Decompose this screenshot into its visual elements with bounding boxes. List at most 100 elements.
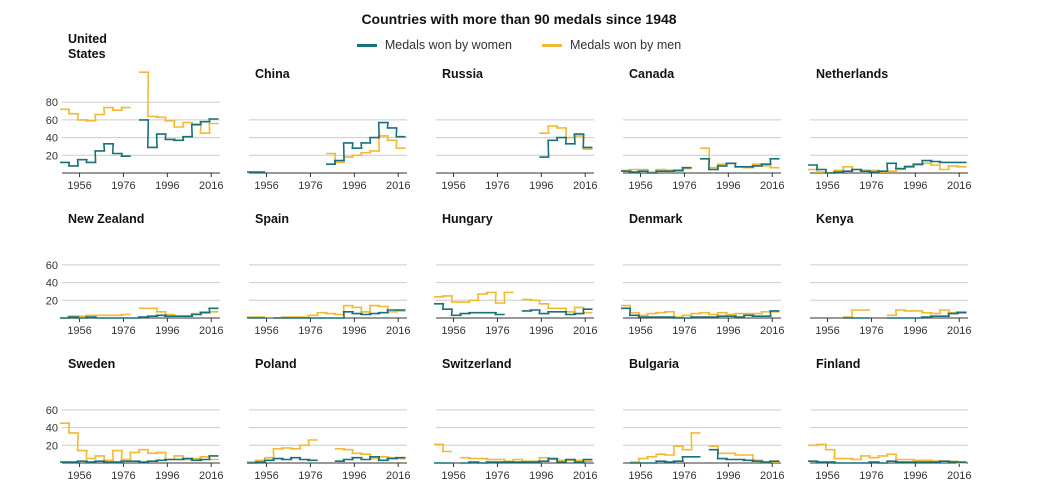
series-line-women <box>60 455 219 463</box>
chart-title: Countries with more than 90 medals since… <box>361 11 677 27</box>
series-line-men <box>621 304 780 318</box>
x-tick-label: 2016 <box>760 470 784 482</box>
x-tick-label: 2016 <box>947 470 971 482</box>
x-tick-label: 1996 <box>716 180 740 192</box>
x-tick-label: 1956 <box>254 325 278 337</box>
legend-swatch-men <box>541 43 562 47</box>
series-line-women <box>247 309 406 319</box>
panel-united-states: 20 40 60 80 1956 1976 1996 2016 United States <box>46 32 224 192</box>
x-tick-label: 2016 <box>760 180 784 192</box>
panel-title: Switzerland <box>442 357 511 371</box>
x-tick-label: 1996 <box>529 325 553 337</box>
x-tick-label: 2016 <box>947 180 971 192</box>
series-line-men <box>60 71 219 134</box>
panel-canada: 1956 1976 1996 2016 Canada <box>621 67 784 192</box>
y-tick-label: 20 <box>46 440 58 452</box>
x-tick-label: 1956 <box>67 325 91 337</box>
panel-title: Finland <box>816 357 860 371</box>
panel-sweden: 20 40 60 1956 1976 1996 2016 Sweden <box>46 357 224 482</box>
panel-title-line: United <box>68 32 107 46</box>
panel-title-line: Denmark <box>629 212 683 226</box>
panel-finland: 1956 1976 1996 2016 Finland <box>808 357 971 482</box>
x-tick-label: 1976 <box>859 180 883 192</box>
panel-title: Denmark <box>629 212 683 226</box>
x-tick-label: 2016 <box>573 180 597 192</box>
panel-title-line: Finland <box>816 357 860 371</box>
panel-china: 1956 1976 1996 2016 China <box>247 67 410 192</box>
panel-poland: 1956 1976 1996 2016 Poland <box>247 357 410 482</box>
x-tick-label: 1976 <box>485 470 509 482</box>
x-tick-label: 1956 <box>815 470 839 482</box>
x-tick-label: 1956 <box>441 470 465 482</box>
x-tick-label: 1956 <box>67 180 91 192</box>
y-tick-label: 40 <box>46 133 58 145</box>
panel-spain: 1956 1976 1996 2016 Spain <box>247 212 410 337</box>
panel-title-line: Netherlands <box>816 67 888 81</box>
x-tick-label: 1976 <box>672 180 696 192</box>
panel-kenya: 1956 1976 1996 2016 Kenya <box>810 212 971 337</box>
panel-title: Hungary <box>442 212 493 226</box>
x-tick-label: 2016 <box>573 470 597 482</box>
x-tick-label: 2016 <box>386 470 410 482</box>
x-tick-label: 1996 <box>529 470 553 482</box>
series-line-women <box>247 121 406 173</box>
x-tick-label: 1956 <box>254 470 278 482</box>
series-line-women <box>629 448 780 464</box>
x-tick-label: 2016 <box>760 325 784 337</box>
series-line-men <box>808 443 967 464</box>
x-tick-label: 2016 <box>386 180 410 192</box>
series-line-women <box>621 158 780 174</box>
x-tick-label: 1956 <box>628 325 652 337</box>
x-tick-label: 1956 <box>815 180 839 192</box>
x-tick-label: 1996 <box>155 325 179 337</box>
y-tick-label: 60 <box>46 405 58 417</box>
x-tick-label: 1976 <box>485 180 509 192</box>
series-line-women <box>434 457 593 464</box>
panel-title-line: Switzerland <box>442 357 511 371</box>
panel-bulgaria: 1956 1976 1996 2016 Bulgaria <box>623 357 784 482</box>
legend: Medals won by women Medals won by men <box>0 38 1038 52</box>
legend-item-men: Medals won by men <box>541 38 682 52</box>
series-line-women <box>808 460 967 464</box>
x-tick-label: 1996 <box>529 180 553 192</box>
series-line-women <box>621 307 780 319</box>
series-line-men <box>247 439 406 463</box>
panel-russia: 1956 1976 1996 2016 Russia <box>436 67 597 192</box>
x-tick-label: 1996 <box>716 470 740 482</box>
panel-title: Bulgaria <box>629 357 680 371</box>
panel-title-line: Hungary <box>442 212 493 226</box>
y-tick-label: 60 <box>46 260 58 272</box>
panel-title: Poland <box>255 357 297 371</box>
series-line-women <box>843 311 967 319</box>
x-tick-label: 1996 <box>342 470 366 482</box>
x-tick-label: 1956 <box>441 325 465 337</box>
x-tick-label: 1956 <box>628 180 652 192</box>
panel-title-line: Russia <box>442 67 484 81</box>
panel-title-line: Kenya <box>816 212 855 226</box>
panel-title-line: Sweden <box>68 357 115 371</box>
series-line-women <box>434 303 593 317</box>
panel-title-line: States <box>68 47 106 61</box>
panel-netherlands: 1956 1976 1996 2016 Netherlands <box>808 67 971 192</box>
y-tick-label: 40 <box>46 278 58 290</box>
x-tick-label: 2016 <box>199 470 223 482</box>
series-line-women <box>60 307 219 319</box>
x-tick-label: 1976 <box>111 325 135 337</box>
x-tick-label: 1976 <box>859 325 883 337</box>
panel-title-line: Spain <box>255 212 289 226</box>
x-tick-label: 1996 <box>342 180 366 192</box>
panel-title: Netherlands <box>816 67 888 81</box>
x-tick-label: 1996 <box>155 470 179 482</box>
series-line-men <box>434 291 593 314</box>
x-tick-label: 1996 <box>342 325 366 337</box>
panel-title: Sweden <box>68 357 115 371</box>
y-tick-label: 60 <box>46 115 58 127</box>
y-tick-label: 20 <box>46 150 58 162</box>
x-tick-label: 2016 <box>947 325 971 337</box>
legend-label-men: Medals won by men <box>569 38 682 52</box>
series-line-men <box>621 147 780 173</box>
panel-title: New Zealand <box>68 212 144 226</box>
x-tick-label: 1976 <box>111 470 135 482</box>
x-tick-label: 1996 <box>155 180 179 192</box>
